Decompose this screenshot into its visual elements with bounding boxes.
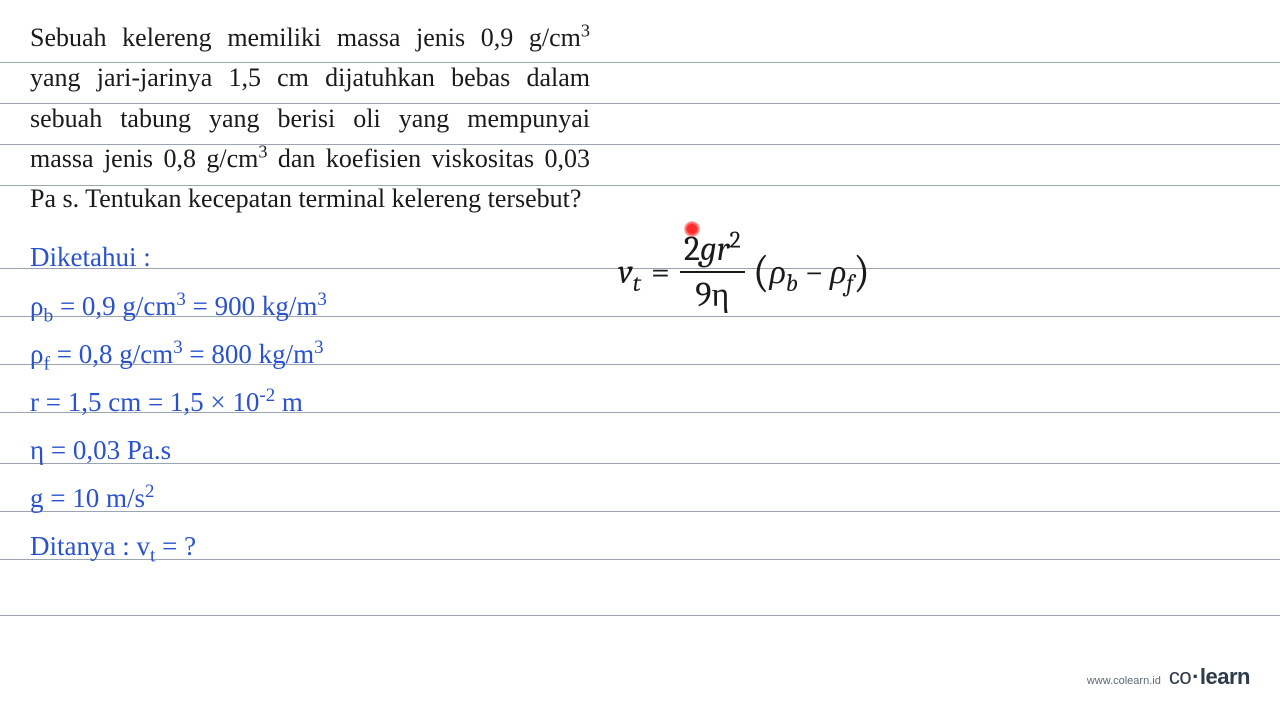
logo-learn: learn [1200,664,1250,689]
logo-co: co [1169,664,1191,689]
known-header: Diketahui : [30,233,570,281]
fraction-numerator: 2gr2 [680,229,745,273]
rho-f-eq: = 800 kg/m [183,339,314,369]
known-r: r = 1,5 cm = 1,5 × 10-2 m [30,378,570,426]
known-rho-b: ρb = 0,9 g/cm3 = 900 kg/m3 [30,282,570,330]
footer-logo: co·learn [1169,664,1250,690]
solution-section: Diketahui : ρb = 0,9 g/cm3 = 900 kg/m3 ρ… [30,233,1250,569]
r-sup: -2 [259,385,275,406]
rho-f-sup: 3 [173,337,182,358]
num-sup: 2 [729,227,740,254]
rho-f-val: = 0,8 g/cm [50,339,173,369]
known-g: g = 10 m/s2 [30,474,570,522]
footer-url: www.colearn.id [1087,675,1161,687]
rho-b-val: = 0,9 g/cm [53,291,176,321]
rho-b-sup: 3 [176,289,185,310]
rho-difference: ρb − ρf [769,252,853,292]
problem-line1: Sebuah kelereng memiliki massa jenis 0,9… [30,23,581,52]
fraction-denominator: 9η [691,273,733,315]
f-rho-b-sub: b [786,270,798,298]
f-rho-f: ρ [830,252,846,292]
den-9eta: 9η [695,275,729,315]
known-rho-f: ρf = 0,8 g/cm3 = 800 kg/m3 [30,330,570,378]
g-label: g = 10 m/s [30,483,145,513]
problem-line5: kecepatan terminal kelereng tersebut? [188,184,581,213]
problem-text: Sebuah kelereng memiliki massa jenis 0,9… [30,18,590,219]
logo-dot: · [1192,664,1199,689]
rho-b-sup2: 3 [317,289,326,310]
formula-fraction: 2gr2 9η [680,229,745,315]
rho-b-sub: b [43,305,53,326]
content-area: Sebuah kelereng memiliki massa jenis 0,9… [0,0,1280,570]
num-gr: gr [700,229,730,269]
f-rho-f-sub: f [846,270,853,298]
f-rho-b: ρ [769,252,785,292]
r-end: m [275,387,303,417]
formula-vt: vt [618,252,641,292]
rho-f-label: ρ [30,339,43,369]
problem-line1-end: yang [30,63,81,92]
known-values: Diketahui : ρb = 0,9 g/cm3 = 900 kg/m3 ρ… [30,233,570,569]
known-eta: η = 0,03 Pa.s [30,426,570,474]
problem-line4a: g/cm [206,144,258,173]
f-minus: − [798,252,830,292]
asked-end: = ? [155,531,196,561]
asked-label: Ditanya : v [30,531,150,561]
g-sup: 2 [145,481,154,502]
r-label: r = 1,5 cm = 1,5 × 10 [30,387,259,417]
formula-v-sub: t [633,270,641,298]
footer: www.colearn.id co·learn [1087,664,1250,690]
rho-b-eq: = 900 kg/m [186,291,317,321]
rho-b-label: ρ [30,291,43,321]
known-asked: Ditanya : vt = ? [30,522,570,570]
problem-line1-sup: 3 [581,20,590,40]
formula-v: v [618,252,633,292]
rho-f-sup2: 3 [314,337,323,358]
formula-equals: = [651,252,670,292]
terminal-velocity-formula: vt = 2gr2 9η ( ρb − ρf ) [618,229,870,315]
